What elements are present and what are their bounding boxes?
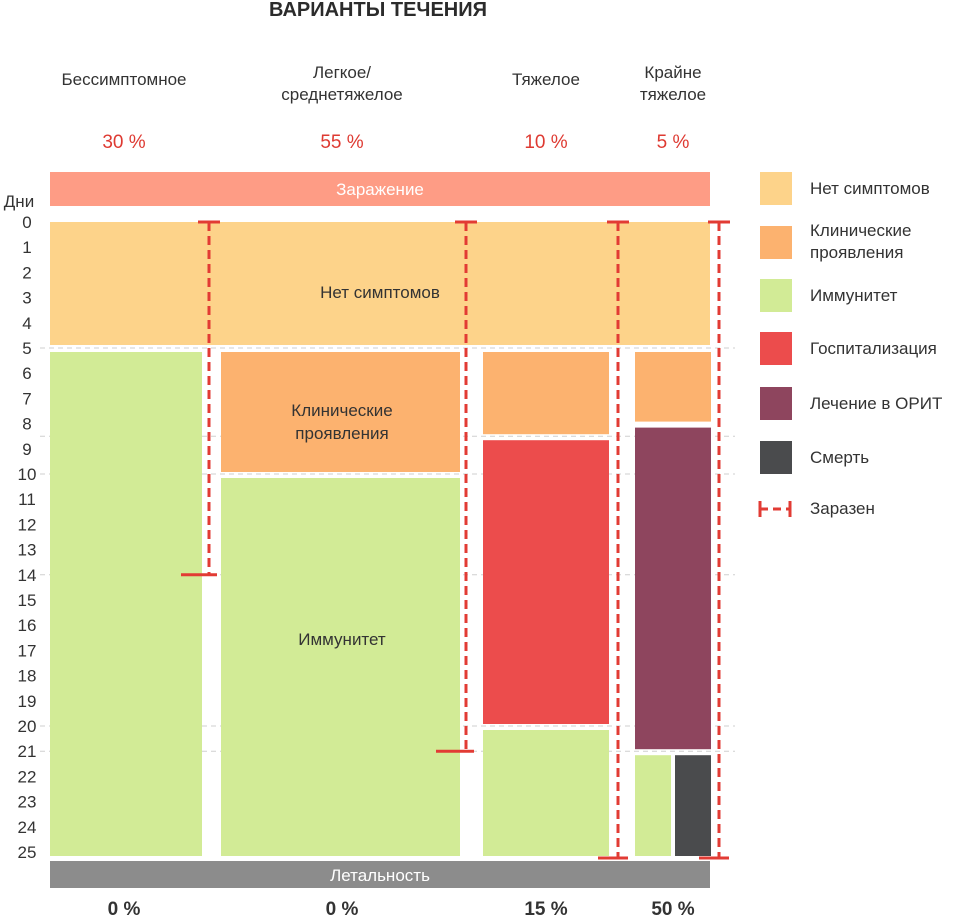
column-header: Бессимптомное [61,70,186,89]
day-tick-label: 1 [22,238,31,257]
infection-bar-label: Заражение [336,180,424,199]
column-lethality: 0 % [108,899,141,916]
day-tick-label: 7 [22,389,31,408]
day-tick-label: 10 [18,465,37,484]
segment-immunity [221,478,460,856]
column-header: Легкое/среднетяжелое [281,63,403,104]
day-tick-label: 6 [22,364,31,383]
lethality-bar [50,861,710,888]
day-tick-label: 18 [18,667,37,686]
column-header: Тяжелое [512,70,580,89]
segment-death [675,755,711,856]
segment-clinical [221,352,460,472]
day-tick-label: 8 [22,415,31,434]
segment-icu [635,427,711,750]
day-tick-label: 19 [18,692,37,711]
segment-clinical [483,352,609,435]
day-tick-label: 13 [18,541,37,560]
day-tick-label: 22 [18,767,37,786]
segment-label-no-symptoms: Нет симптомов [320,283,440,302]
legend-swatch-death [760,441,792,474]
day-tick-label: 21 [18,742,37,761]
legend-swatch-immunity [760,279,792,312]
legend-label-immunity: Иммунитет [810,286,898,305]
segment-immunity [50,352,202,856]
segment-hospital [483,440,609,724]
column-percent: 30 % [102,132,145,153]
chart-title: ВАРИАНТЫ ТЕЧЕНИЯ [269,0,487,21]
legend-label-no_symptoms: Нет симптомов [810,179,930,198]
column-percent: 5 % [657,132,690,153]
segment-immunity [635,755,671,856]
legend-label-death: Смерть [810,448,869,467]
day-tick-label: 15 [18,591,37,610]
day-tick-label: 0 [22,213,31,232]
legend-swatch-no_symptoms [760,172,792,205]
day-tick-label: 2 [22,263,31,282]
legend-swatch-icu [760,387,792,420]
legend-label-icu: Лечение в ОРИТ [810,394,942,413]
lethality-bar-label: Летальность [330,866,430,885]
legend-label-contagious: Заразен [810,499,875,518]
day-tick-label: 14 [18,566,37,585]
days-axis-label: Дни [4,192,34,211]
segment-no-symptoms [50,222,710,345]
column-percent: 10 % [524,132,567,153]
day-tick-label: 12 [18,515,37,534]
day-tick-label: 17 [18,641,37,660]
legend-swatch-hospital [760,332,792,365]
legend-label-clinical: Клинические проявления [810,221,911,262]
column-header: Крайне тяжелое [640,63,706,104]
day-tick-label: 20 [18,717,37,736]
column-percent: 55 % [320,132,363,153]
segment-label-clinical: Клинические проявления [291,401,392,443]
day-tick-label: 25 [18,843,37,862]
day-tick-label: 16 [18,616,37,635]
segment-clinical [635,352,711,422]
segment-immunity [483,730,609,856]
day-tick-label: 23 [18,793,37,812]
column-lethality: 15 % [524,899,567,916]
segment-label-immunity: Иммунитет [298,630,386,649]
infection-bar [50,172,710,206]
day-tick-label: 9 [22,440,31,459]
column-lethality: 50 % [651,899,694,916]
day-tick-label: 24 [18,818,37,837]
day-tick-label: 4 [22,314,31,333]
column-lethality: 0 % [326,899,359,916]
day-tick-label: 11 [18,490,36,509]
legend-swatch-clinical [760,226,792,259]
day-tick-label: 3 [22,289,31,308]
legend-label-hospital: Госпитализация [810,339,937,358]
day-tick-label: 5 [22,339,31,358]
